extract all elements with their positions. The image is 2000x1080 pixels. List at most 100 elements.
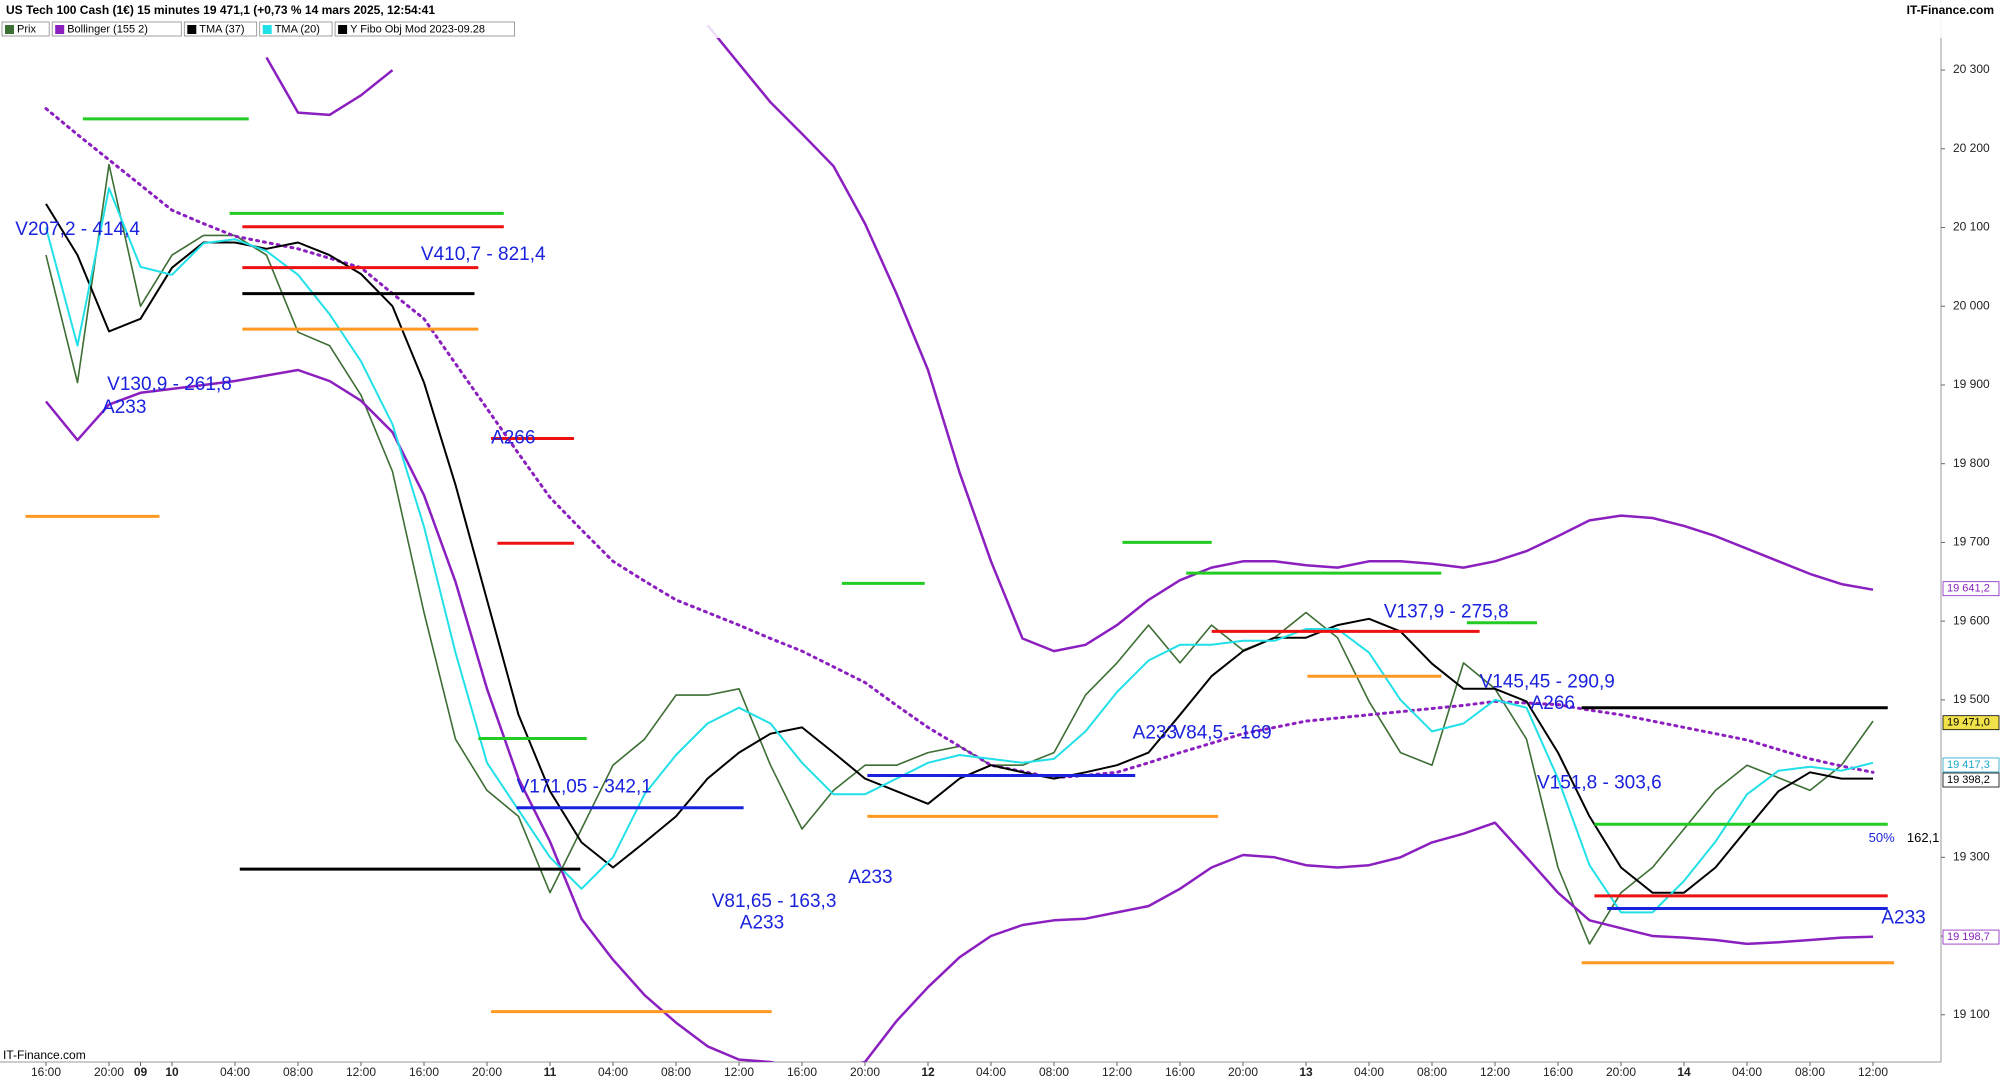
- x-tick-label: 09: [134, 1065, 148, 1079]
- x-tick-label: 12:00: [1858, 1065, 1888, 1079]
- x-tick-label: 20:00: [94, 1065, 124, 1079]
- x-tick-label: 04:00: [220, 1065, 250, 1079]
- legend-item: TMA (37): [183, 21, 258, 37]
- y-tick-label: 20 100: [1953, 220, 1990, 234]
- legend-swatch: [262, 25, 272, 34]
- x-tick-label: 20:00: [850, 1065, 880, 1079]
- x-tick-label: 12:00: [346, 1065, 376, 1079]
- y-tick-label: 19 700: [1953, 535, 1990, 549]
- x-tick-label: 04:00: [976, 1065, 1006, 1079]
- legend-swatch: [55, 25, 65, 34]
- legend-frame: [183, 21, 258, 37]
- legend-item: Bollinger (155 2): [51, 21, 182, 37]
- x-tick-label: 11: [544, 1065, 557, 1079]
- y-tick-label: 20 300: [1953, 62, 1990, 76]
- price-tag-box: [1942, 772, 2000, 788]
- x-tick-label: 08:00: [1795, 1065, 1825, 1079]
- brand: IT-Finance.com: [1907, 3, 1994, 17]
- x-tick-label: 16:00: [31, 1065, 61, 1079]
- price-tag-box: [1942, 581, 2000, 597]
- x-tick-label: 10: [165, 1065, 179, 1079]
- legend-item: Y Fibo Obj Mod 2023-09.28: [334, 21, 516, 37]
- x-tick-label: 12: [921, 1065, 935, 1079]
- line: [44, 107, 1875, 780]
- price-tag-box: [1942, 929, 2000, 945]
- legend-label: Y Fibo Obj Mod 2023-09.28: [350, 23, 485, 35]
- fibo-annotation: V171,05 - 342,1: [517, 776, 652, 797]
- legend-swatch: [338, 25, 348, 34]
- x-tick-label: 13: [1299, 1065, 1313, 1079]
- price-tag-label: 19 471,0: [1947, 717, 1990, 729]
- price-tag-label: 19 398,2: [1947, 774, 1990, 786]
- fibo-annotation: V130,9 - 261,8: [107, 374, 232, 395]
- price-tag-label: 19 417,3: [1947, 759, 1990, 771]
- x-tick-label: 12:00: [1102, 1065, 1132, 1079]
- legend-swatch: [187, 25, 197, 34]
- line: [265, 24, 1874, 653]
- x-tick-label: 16:00: [787, 1065, 817, 1079]
- fibo-annotation: A233: [1881, 908, 1925, 929]
- x-tick-label: 12:00: [1480, 1065, 1510, 1079]
- legend-swatch: [5, 25, 14, 34]
- x-tick-label: 20:00: [1228, 1065, 1258, 1079]
- x-tick-label: 20:00: [472, 1065, 502, 1079]
- price-tag-label: 19 641,2: [1947, 583, 1990, 595]
- legend-label: Prix: [17, 23, 36, 35]
- chart-title: US Tech 100 Cash (1€) 15 minutes 19 471,…: [6, 3, 435, 17]
- fibo-annotation: A233: [1133, 723, 1177, 744]
- legend-item: TMA (20): [259, 21, 333, 37]
- price-tag-box: [1942, 715, 2000, 731]
- price-tag-label: 19 198,7: [1947, 931, 1990, 943]
- fibo-annotation: V137,9 - 275,8: [1384, 601, 1509, 622]
- y-tick-label: 19 300: [1953, 849, 1990, 863]
- fibo-annotation: V84,5 - 169: [1173, 723, 1271, 744]
- legend-frame: [334, 21, 516, 37]
- x-tick-label: 08:00: [283, 1065, 313, 1079]
- legend-label: TMA (37): [199, 23, 244, 35]
- fibo-annotation: A233: [848, 867, 892, 888]
- fibo-annotation: A266: [491, 428, 535, 449]
- y-tick-label: 19 900: [1953, 377, 1990, 391]
- x-tick-label: 20:00: [1606, 1065, 1636, 1079]
- price-tag-box: [1942, 757, 2000, 773]
- x-tick-label: 04:00: [1354, 1065, 1384, 1079]
- y-tick-label: 19 600: [1953, 613, 1990, 627]
- legend-frame: [259, 21, 333, 37]
- x-tick-label: 12:00: [724, 1065, 754, 1079]
- legend-frame: [51, 21, 182, 37]
- x-tick-label: 08:00: [1039, 1065, 1069, 1079]
- fibo-annotation: 162,1: [1907, 830, 1940, 845]
- line: [45, 187, 1874, 914]
- fibo-annotation: A266: [1531, 693, 1575, 714]
- y-tick-label: 20 200: [1953, 141, 1990, 155]
- fibo-annotation: A233: [102, 397, 146, 418]
- x-tick-label: 14: [1677, 1065, 1691, 1079]
- legend-item: Prix: [1, 21, 50, 37]
- y-tick-label: 19 800: [1953, 456, 1990, 470]
- fibo-annotation: V81,65 - 163,3: [712, 891, 837, 912]
- legend-label: Bollinger (155 2): [67, 23, 148, 35]
- fibo-annotation: V207,2 - 414,4: [15, 219, 140, 240]
- fibo-annotation: 50%: [1869, 830, 1895, 845]
- line: [45, 368, 1874, 1062]
- x-tick-label: 08:00: [661, 1065, 691, 1079]
- legend: Prix Bollinger (155 2) TMA (37) TMA (20) Y F…: [1, 21, 516, 37]
- x-tick-label: 08:00: [1417, 1065, 1447, 1079]
- x-tick-label: 16:00: [409, 1065, 439, 1079]
- y-tick-label: 20 000: [1953, 298, 1990, 312]
- x-tick-label: 16:00: [1543, 1065, 1573, 1079]
- fibo-annotation: V410,7 - 821,4: [421, 244, 546, 265]
- footer-brand: IT-Finance.com: [3, 1048, 86, 1062]
- y-tick-label: 19 500: [1953, 692, 1990, 706]
- x-tick-label: 04:00: [1732, 1065, 1762, 1079]
- x-tick-label: 04:00: [598, 1065, 628, 1079]
- fibo-annotation: V145,45 - 290,9: [1480, 672, 1615, 693]
- fibo-annotation: V151,8 - 303,6: [1537, 772, 1662, 793]
- legend-label: TMA (20): [275, 23, 320, 35]
- y-tick-label: 19 100: [1953, 1007, 1990, 1021]
- header-bg: [0, 0, 2000, 38]
- x-tick-label: 16:00: [1165, 1065, 1195, 1079]
